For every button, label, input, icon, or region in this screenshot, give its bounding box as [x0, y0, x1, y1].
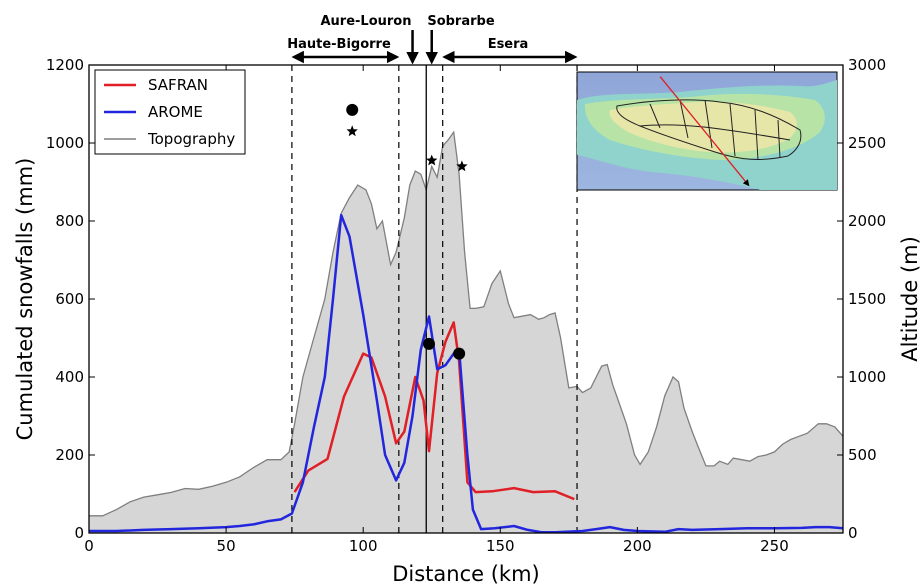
y-tick-label: 200 [55, 446, 84, 464]
x-tick-label: 200 [623, 537, 652, 555]
y2-tick-label: 1000 [848, 368, 886, 386]
observation-circle [422, 337, 435, 350]
inset-map-transect [659, 76, 750, 187]
x-axis-ticks: 0 50 100 150 200 250 [84, 65, 789, 555]
x-tick-label: 0 [84, 537, 94, 555]
x-tick-label: 100 [349, 537, 378, 555]
y-tick-label: 1200 [46, 56, 84, 74]
observation-circle [453, 347, 466, 360]
legend-label-topography: Topography [147, 130, 235, 148]
arome-line [89, 213, 843, 533]
safran-line [293, 321, 575, 501]
y2-tick-label: 2000 [848, 212, 886, 230]
region-label-aure-louron: Aure-Louron [320, 14, 411, 29]
region-label-haute-bigorre: Haute-Bigorre [287, 37, 391, 52]
legend-label-arome: AROME [148, 103, 203, 121]
legend-label-safran: SAFRAN [148, 76, 208, 94]
y-axis-title: Cumulated snowfalls (mm) [13, 158, 37, 441]
x-tick-label: 50 [217, 537, 236, 555]
observation-circle [346, 103, 359, 116]
y-tick-label: 800 [55, 212, 84, 230]
x-tick-label: 250 [760, 537, 789, 555]
legend: SAFRAN AROME Topography [94, 69, 246, 155]
y2-tick-label: 3000 [848, 56, 886, 74]
region-annotations: Haute-Bigorre Aure-Louron Sobrarbe Esera [287, 14, 578, 65]
y-axis-ticks: 0 200 400 600 800 1000 1200 [46, 56, 95, 542]
region-label-esera: Esera [488, 37, 529, 52]
y-tick-label: 600 [55, 290, 84, 308]
observation-star [456, 160, 468, 172]
observation-star [346, 125, 358, 137]
y-tick-label: 400 [55, 368, 84, 386]
y2-tick-label: 2500 [848, 134, 886, 152]
y2-tick-label: 500 [848, 446, 877, 464]
y2-tick-label: 0 [848, 524, 858, 542]
topography-line [89, 130, 843, 517]
inset-map [576, 71, 838, 191]
y-tick-label: 0 [74, 524, 84, 542]
y2-tick-label: 1500 [848, 290, 886, 308]
region-label-sobrarbe: Sobrarbe [427, 14, 495, 29]
y-tick-label: 1000 [46, 134, 84, 152]
x-axis-title: Distance (km) [392, 562, 540, 585]
inset-map-massifs [616, 99, 802, 161]
y2-axis-ticks: 0 500 1000 1500 2000 2500 3000 [837, 56, 886, 542]
observation-star [426, 154, 438, 166]
y2-axis-title: Altitude (m) [898, 236, 922, 362]
observation-markers [346, 103, 468, 360]
x-tick-label: 150 [486, 537, 515, 555]
topography-area [89, 132, 843, 533]
